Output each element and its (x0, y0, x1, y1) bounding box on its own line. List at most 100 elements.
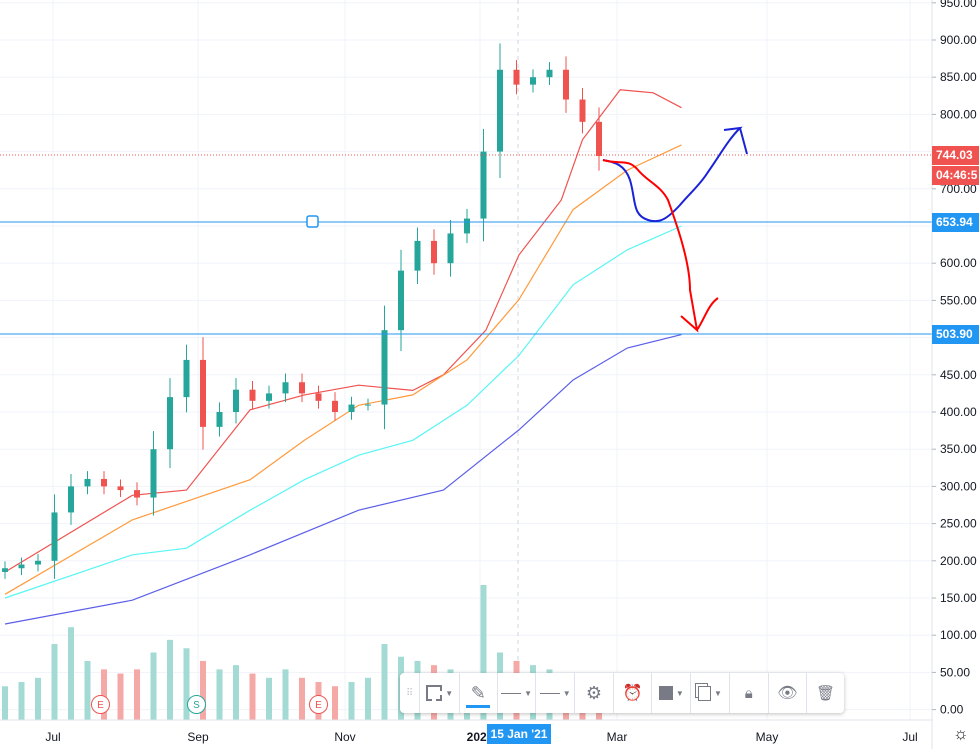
fill-color-button[interactable]: ▼ (652, 673, 692, 713)
lock-icon: 🔒︎ (744, 684, 753, 702)
candle-body (530, 77, 536, 85)
y-tick-label: 400.00 (940, 405, 977, 419)
candle-body (596, 121, 602, 157)
clone-button[interactable]: ▼ (691, 673, 730, 713)
y-tick-label: 250.00 (940, 517, 977, 531)
line-style-button[interactable]: ▼ (498, 673, 537, 713)
volume-bar (282, 669, 289, 720)
x-tick-label: Sep (187, 730, 209, 744)
alarm-clock-plus-icon: ⏰ (622, 685, 643, 702)
select-area-icon (426, 685, 443, 701)
volume-bar (183, 648, 190, 720)
lock-button[interactable]: 🔒︎ (730, 673, 769, 713)
drawing-toolbar: ⠿ ▼ ✎ ▼ ▼ ⚙ ⏰ ▼ ▼ 🔒︎ 👁︎ 🗑︎ (400, 673, 844, 713)
volume-bar (18, 682, 25, 720)
volume-bar (233, 665, 239, 720)
drag-handle[interactable]: ⠿ (400, 673, 421, 713)
candle-body (167, 397, 173, 450)
candle-body (51, 512, 58, 561)
candle-body (414, 240, 421, 271)
candle-body (35, 560, 41, 565)
y-tick-label: 300.00 (940, 479, 977, 493)
candle-body (101, 478, 107, 487)
volume-bar (348, 682, 355, 720)
y-tick-label: 200.00 (940, 554, 977, 568)
moving-averages (4, 89, 682, 625)
price-axis[interactable]: 950.00900.00850.00800.00750.00700.00650.… (932, 0, 977, 717)
fill-icon (658, 686, 673, 700)
volume-bar (216, 669, 223, 720)
settings-button[interactable]: ⚙ (575, 673, 614, 713)
candle-body (299, 382, 305, 394)
pen-icon: ✎ (470, 682, 486, 703)
settings-gear-icon[interactable]: ☼ (953, 724, 969, 743)
volume-bar (167, 639, 173, 720)
earnings-marker[interactable]: E (91, 695, 110, 714)
candle-body (249, 389, 256, 401)
y-tick-label: 900.00 (940, 33, 977, 47)
candles (2, 43, 602, 579)
candle-body (84, 478, 91, 487)
y-tick-label: 800.00 (940, 107, 977, 121)
x-tick-label: Mar (607, 730, 628, 744)
volume-bar (134, 669, 140, 720)
volume-bar (2, 686, 8, 720)
x-tick-label: 2021 (467, 730, 494, 744)
pen-button[interactable]: ✎ (460, 673, 498, 713)
candle-body (513, 69, 520, 85)
last-price-tag: 744.03 (932, 146, 979, 165)
red-drawing-path[interactable] (602, 159, 719, 333)
volume-bar (365, 677, 371, 720)
y-tick-label: 550.00 (940, 293, 977, 307)
candle-body (117, 486, 124, 491)
volume-bar (200, 660, 206, 720)
volume-bar (150, 652, 157, 720)
candle-body (68, 486, 74, 513)
hline-tag-503: 503.90 (932, 325, 979, 344)
line-width-icon (539, 692, 560, 694)
moving-average-line (4, 225, 682, 599)
candle-body (200, 359, 206, 427)
earnings-marker[interactable]: E (309, 695, 328, 714)
volume-bar (266, 677, 272, 720)
y-tick-label: 0.00 (940, 703, 964, 717)
candle-body (183, 359, 190, 398)
gear-icon: ⚙ (585, 682, 602, 703)
countdown-tag: 04:46:5 (932, 166, 979, 185)
candle-body (233, 389, 239, 412)
candle-body (315, 393, 322, 401)
x-tick-label: Nov (334, 730, 355, 744)
line-handle[interactable] (306, 215, 319, 228)
y-tick-label: 150.00 (940, 591, 977, 605)
grid (0, 0, 932, 720)
y-tick-label: 50.00 (940, 665, 970, 679)
volume-bar (51, 644, 58, 720)
moving-average-line (4, 89, 682, 573)
candle-body (480, 151, 487, 219)
select-area-button[interactable]: ▼ (420, 673, 460, 713)
line-width-button[interactable]: ▼ (536, 673, 576, 713)
volume-bar (299, 677, 305, 720)
add-alert-button[interactable]: ⏰ (614, 673, 653, 713)
candle-body (282, 382, 289, 394)
time-axis[interactable]: Jul Sep Nov 2021 Mar May Jul (45, 730, 917, 744)
candle-body (398, 270, 404, 331)
candle-body (546, 69, 553, 78)
y-tick-label: 850.00 (940, 70, 977, 84)
volume-bar (117, 673, 124, 720)
hline-tag-653: 653.94 (932, 213, 979, 232)
candle-body (365, 404, 371, 406)
candle-body (563, 69, 569, 100)
visibility-button[interactable]: 👁︎ (769, 673, 808, 713)
split-marker[interactable]: S (187, 695, 206, 714)
x-tick-label: Jul (45, 730, 60, 744)
blue-drawing-path[interactable] (602, 126, 748, 223)
candle-body (150, 449, 157, 498)
y-tick-label: 450.00 (940, 368, 977, 382)
candle-body (579, 99, 586, 122)
delete-button[interactable]: 🗑︎ (807, 673, 844, 713)
volume-bar (480, 585, 487, 720)
x-tick-label: May (756, 730, 779, 744)
candle-body (464, 218, 470, 234)
